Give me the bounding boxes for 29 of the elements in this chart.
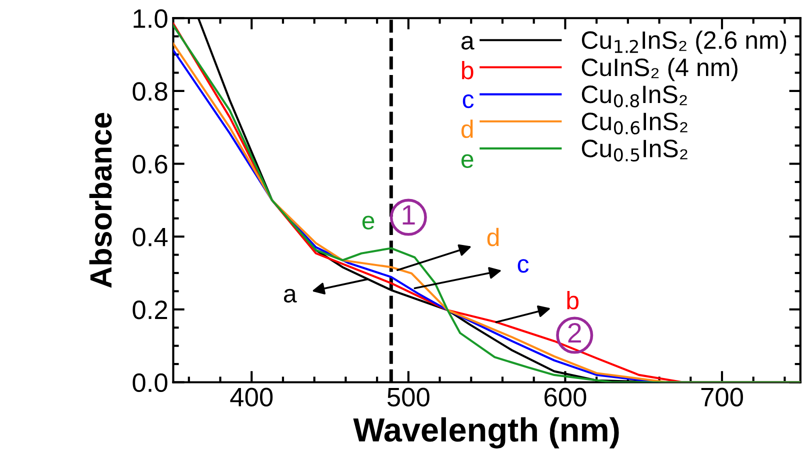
x-tick-label: 700 [701, 388, 743, 406]
annotation: b [462, 60, 474, 80]
annotation: a [461, 36, 474, 50]
legend-label: Cu$_{0.6}$InS₂ [582, 112, 688, 134]
legend-label: Cu$_{0.8}$InS₂ [582, 86, 687, 108]
y-tick-label: 0.2 [132, 300, 168, 320]
y-tick-label: 1.0 [134, 9, 168, 28]
annotation: c [462, 94, 474, 108]
y-tick-label: 0.4 [132, 228, 168, 246]
annotation: 2 [568, 323, 581, 342]
y-tick-label: 0.0 [132, 373, 168, 392]
x-tick-label: 600 [544, 388, 586, 406]
x-tick-label: 500 [387, 388, 430, 406]
annotation: d [487, 228, 499, 246]
legend-label: CuInS₂ (4 nm) [582, 58, 738, 82]
annotation: c [518, 259, 529, 273]
x-axis-title: Wavelength (nm) [353, 417, 619, 448]
annotation: d [461, 120, 473, 138]
x-tick-label: 400 [230, 388, 273, 406]
annotation: b [567, 291, 579, 310]
legend-label: Cu$_{1.2}$InS₂ (2.6 nm) [582, 30, 786, 54]
legend-label: Cu$_{0.5}$InS₂ [582, 140, 688, 162]
y-tick-label: 0.6 [132, 154, 168, 174]
annotation: a [284, 288, 297, 303]
annotation: e [461, 154, 474, 168]
annotation: 1 [402, 205, 415, 224]
y-axis-title: Absorbance [89, 112, 112, 288]
annotation: e [362, 216, 374, 230]
y-tick-label: 0.8 [132, 82, 168, 101]
